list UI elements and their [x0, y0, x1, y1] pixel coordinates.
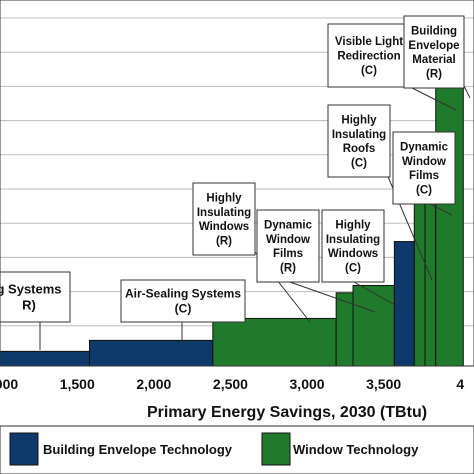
callout-text: Insulating	[332, 129, 386, 141]
callout-text: Films	[273, 248, 303, 260]
legend-frame	[0, 425, 474, 474]
callout-text: Envelope	[408, 40, 459, 52]
bar-1	[0, 350, 90, 367]
callout-text: Roofs	[343, 143, 376, 155]
legend-label: Window Technology	[293, 442, 419, 457]
callout-text: Window	[266, 234, 310, 246]
x-tick-labels: 1,000 1,500 2,000 2,500 3,000 3,500 4	[0, 376, 464, 392]
callout-text: (C)	[345, 263, 361, 275]
leader-line	[409, 86, 457, 111]
callout-text: Films	[409, 170, 439, 182]
callout-text: Highly	[335, 219, 371, 231]
callout-text: (C)	[351, 158, 367, 170]
callout-text: Visible Light	[335, 36, 403, 48]
x-tick-label: 3,500	[366, 376, 401, 392]
leader-line	[353, 281, 396, 306]
plot-area-border	[0, 0, 474, 367]
bar-5	[352, 284, 395, 367]
callout-text: Building	[411, 25, 457, 37]
callout-text: (C)	[175, 302, 192, 316]
callout-text: (R)	[280, 263, 296, 275]
callout-text: Material	[412, 54, 455, 66]
x-tick-label: 2,000	[136, 376, 171, 392]
callout-text: g Systems	[0, 281, 62, 296]
x-tick-label: 2,500	[213, 376, 248, 392]
callout-text: Air-Sealing Systems	[125, 287, 241, 301]
leader-line	[429, 203, 453, 216]
callout-text: Redirection	[337, 51, 400, 63]
callout-box	[327, 23, 411, 88]
callout-box	[392, 131, 456, 205]
x-tick-label: 3,000	[290, 376, 325, 392]
callout-box	[0, 271, 71, 323]
leader-line	[463, 85, 471, 99]
bar-3	[212, 317, 337, 367]
legend: Building Envelope Technology Window Techn…	[0, 425, 474, 474]
callout-text: (C)	[416, 185, 432, 197]
legend-swatch	[261, 432, 291, 466]
leader-line	[289, 281, 376, 313]
x-axis-label: Primary Energy Savings, 2030 (TBtu)	[147, 404, 427, 421]
callout-text: Windows	[328, 248, 378, 260]
callout-text: (R)	[216, 236, 232, 248]
callout-text: Highly	[341, 114, 377, 126]
callout-text: Dynamic	[264, 219, 313, 231]
callout-box	[403, 15, 465, 89]
callout-text: Windows	[199, 221, 249, 233]
callout-text: Window	[402, 156, 446, 168]
bar-7	[413, 200, 426, 367]
x-tick-label: 1,500	[60, 376, 95, 392]
legend-swatch	[9, 432, 39, 466]
callout-box	[120, 279, 246, 323]
x-tick-label: 4	[456, 376, 464, 392]
callout-text: (C)	[361, 65, 377, 77]
callout-text: Insulating	[197, 207, 251, 219]
callout-text: Dynamic	[400, 141, 449, 153]
callout-box	[256, 209, 320, 283]
callout-text: R)	[22, 298, 36, 313]
callout-box	[192, 182, 256, 256]
bars	[0, 54, 464, 367]
x-tick-label: 1,000	[0, 376, 18, 392]
bar-6	[393, 241, 415, 367]
callout-text: Insulating	[326, 234, 380, 246]
bar-2	[88, 339, 214, 367]
legend-label: Building Envelope Technology	[43, 442, 233, 457]
callout-text: Highly	[206, 192, 242, 204]
callout-box	[321, 209, 385, 283]
callout-box	[327, 104, 391, 178]
callout-text: (R)	[426, 69, 442, 81]
